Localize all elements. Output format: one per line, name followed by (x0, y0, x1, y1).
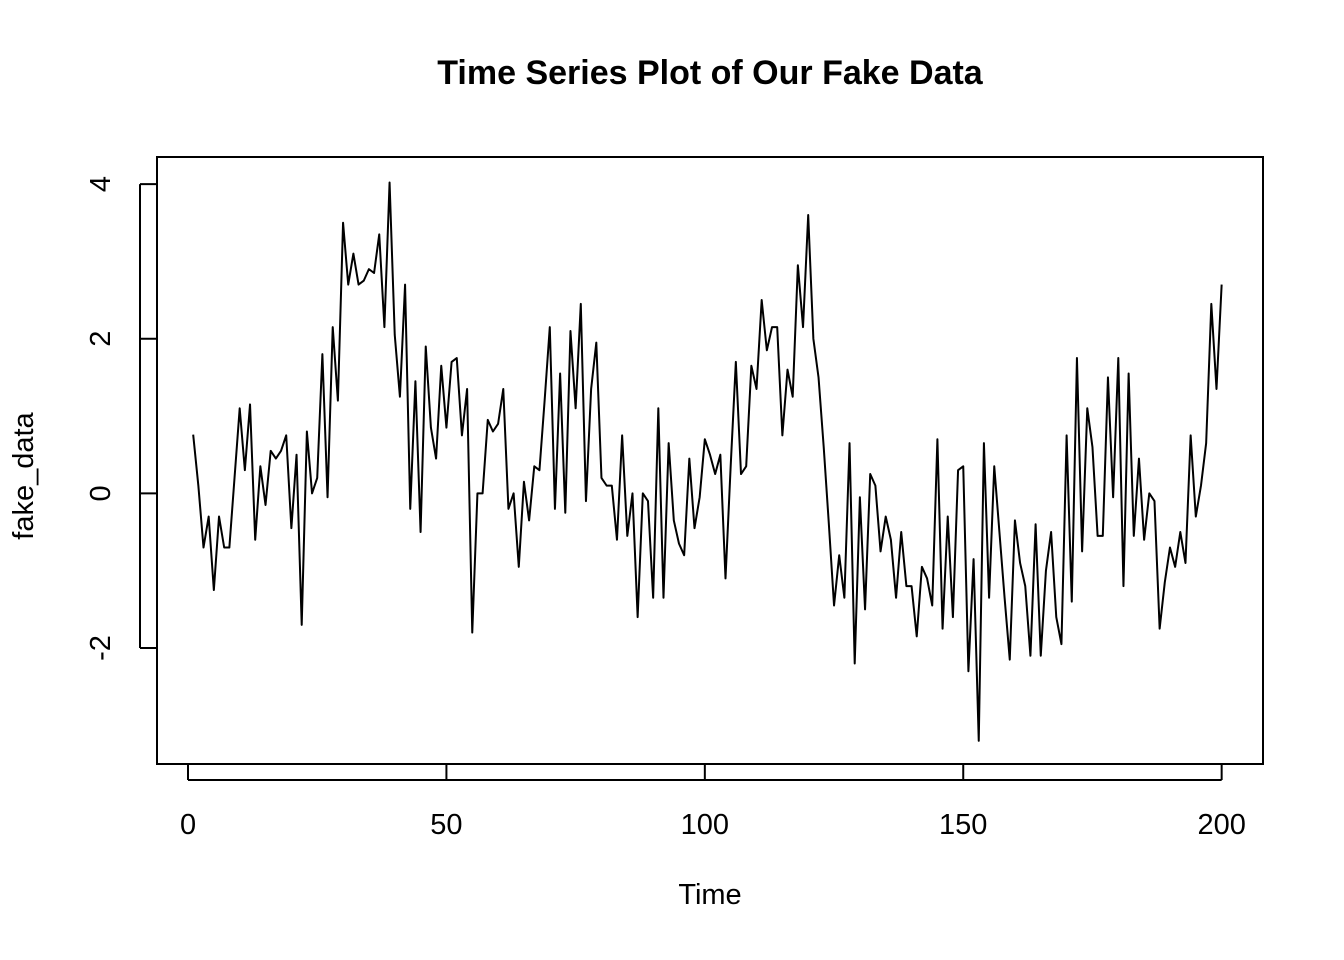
x-axis: 0 50 100 150 200 (180, 765, 1246, 841)
x-tick-label: 100 (681, 809, 729, 841)
x-axis-label: Time (678, 879, 742, 911)
chart-title: Time Series Plot of Our Fake Data (437, 54, 983, 92)
x-tick-label: 0 (180, 809, 196, 841)
x-tick-label: 150 (939, 809, 987, 841)
y-tick-label: -2 (85, 635, 117, 661)
y-axis: -2 0 2 4 (85, 176, 157, 661)
plot-frame (156, 156, 1264, 765)
x-tick-label: 200 (1197, 809, 1245, 841)
series-line (192, 181, 1223, 742)
y-tick-label: 0 (85, 485, 117, 501)
y-tick-label: 4 (85, 176, 117, 192)
y-tick-label: 2 (85, 331, 117, 347)
x-tick-label: 50 (430, 809, 462, 841)
series-layer (192, 181, 1223, 742)
